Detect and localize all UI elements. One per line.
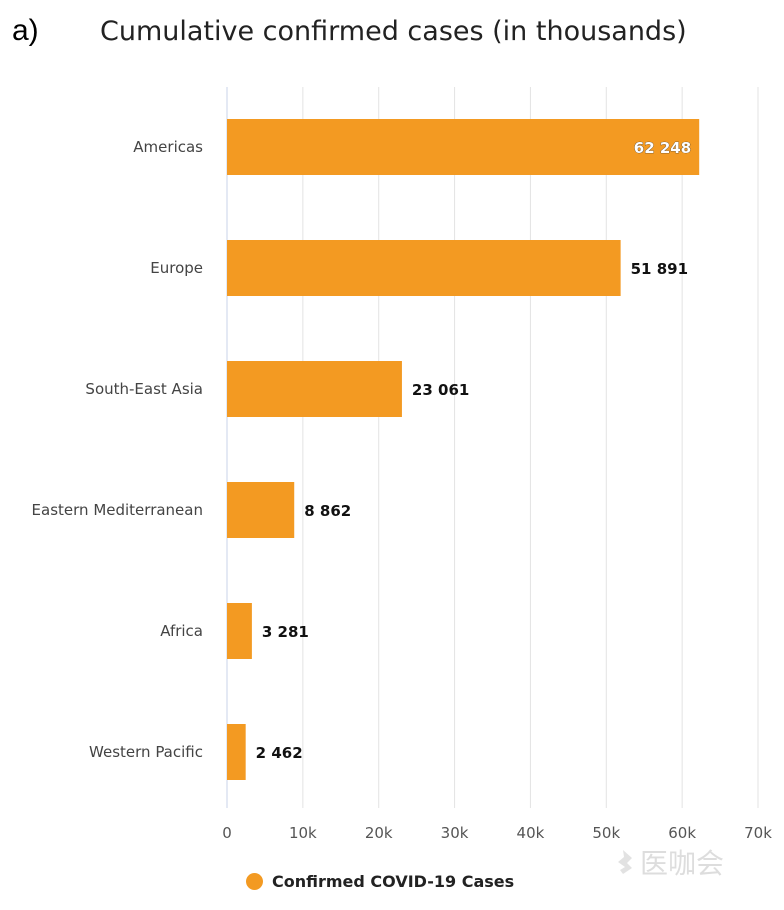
data-label: 2 462 (256, 744, 303, 762)
category-label: Eastern Mediterranean (32, 501, 203, 519)
watermark-text: 医咖会 (640, 847, 725, 880)
data-label: 3 281 (262, 623, 309, 641)
category-label: Africa (160, 622, 203, 640)
bar (227, 603, 252, 659)
legend[interactable]: Confirmed COVID-19 Cases (246, 872, 514, 891)
x-tick-label: 10k (289, 824, 317, 842)
x-tick-label: 60k (668, 824, 696, 842)
legend-label: Confirmed COVID-19 Cases (272, 872, 515, 891)
legend-swatch (246, 873, 263, 890)
data-label: 62 248 (634, 139, 691, 157)
bar (227, 482, 295, 538)
x-tick-label: 70k (744, 824, 772, 842)
chart-title: Cumulative confirmed cases (in thousands… (100, 16, 687, 47)
category-label: Western Pacific (89, 743, 203, 761)
panel-label: a) (12, 14, 39, 47)
x-tick-label: 30k (441, 824, 469, 842)
category-label: Europe (150, 259, 203, 277)
watermark-logo-icon (618, 850, 632, 874)
x-tick-label: 0 (222, 824, 232, 842)
bar (227, 119, 700, 175)
category-label: Americas (133, 138, 203, 156)
watermark: 医咖会 (612, 842, 724, 882)
x-tick-label: 20k (365, 824, 393, 842)
x-tick-label: 40k (517, 824, 545, 842)
bar (227, 361, 402, 417)
data-label: 51 891 (631, 260, 688, 278)
data-label: 8 862 (304, 502, 351, 520)
bar (227, 724, 246, 780)
bar (227, 240, 621, 296)
x-tick-label: 50k (592, 824, 620, 842)
category-label: South-East Asia (85, 380, 203, 398)
data-label: 23 061 (412, 381, 469, 399)
